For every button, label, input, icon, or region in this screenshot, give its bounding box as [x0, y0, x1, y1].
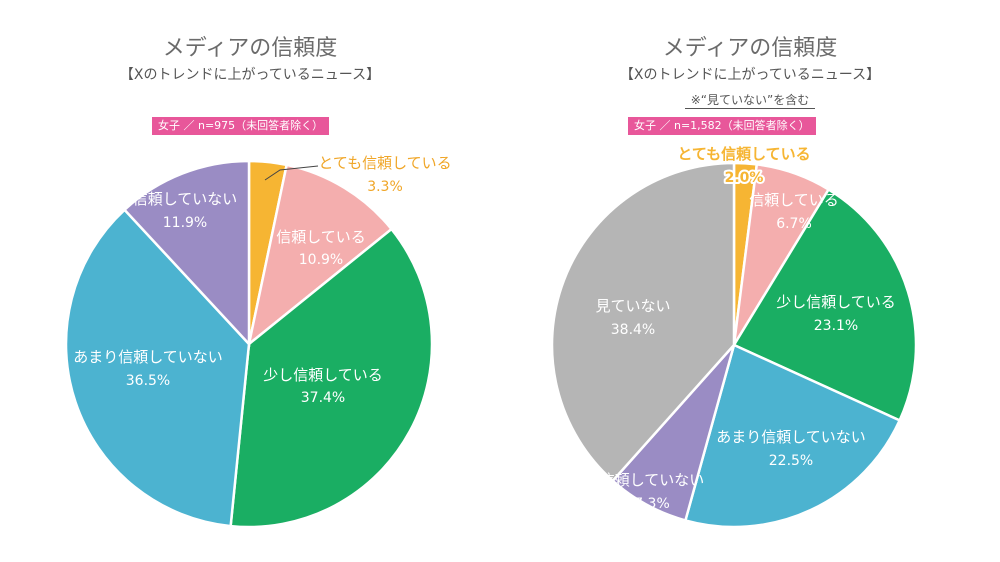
chart-subtitle: 【Xのトレンドに上がっているニュース】	[119, 67, 381, 83]
pie-slice-somewhat-trust	[229, 227, 434, 529]
slice-label: 信頼していない	[600, 471, 705, 489]
slice-value: 6.7%	[776, 216, 812, 232]
chart-title: メディアの信頼度	[662, 36, 838, 61]
slice-label: 信頼している	[749, 191, 839, 209]
slice-value: 37.4%	[301, 390, 345, 406]
slice-label: 信頼していない	[133, 190, 238, 208]
slice-label: 少し信頼している	[776, 293, 896, 311]
slice-value: 11.9%	[163, 215, 207, 231]
slice-label: 見ていない	[595, 297, 670, 315]
slice-label: あまり信頼していない	[716, 428, 866, 446]
pie-slice-not-much-trust	[64, 208, 251, 528]
slice-value: 3.3%	[367, 179, 403, 195]
pie-slices	[550, 161, 918, 529]
slice-label: 少し信頼している	[263, 366, 383, 384]
slice-value: 2.0%	[725, 170, 764, 186]
chart-panel-right: メディアの信頼度 【Xのトレンドに上がっているニュース】 ※“見ていない”を含む…	[500, 0, 1000, 562]
chart-note-text: ※“見ていない”を含む	[684, 93, 816, 109]
slice-label: 信頼している	[276, 228, 366, 246]
pie-slice-not-seen	[550, 161, 736, 483]
slice-value: 23.1%	[814, 318, 858, 334]
slice-label: とても信頼している	[677, 145, 810, 163]
slice-value: 38.4%	[611, 322, 655, 338]
chart-note: ※“見ていない”を含む	[500, 91, 1000, 109]
chart-title: メディアの信頼度	[162, 36, 338, 61]
pie-labels: とても信頼している 2.0% 信頼している 6.7% 少し信頼している 23.1% あまり信…	[595, 143, 896, 512]
slice-label: あまり信頼していない	[73, 348, 223, 366]
sample-badge: 女子 ／ n=1,582（未回答者除く）	[628, 117, 816, 135]
pie-slice-not-much-trust	[683, 343, 902, 529]
pie-slice-trust	[247, 163, 394, 348]
slice-value: 36.5%	[126, 373, 170, 389]
pie-labels: とても信頼している 3.3% 信頼している 10.9% 少し信頼している 37.4% あまり…	[73, 154, 451, 406]
pie-slice-somewhat-trust	[732, 187, 918, 423]
slice-value: 22.5%	[769, 453, 813, 469]
slice-label: とても信頼している	[318, 154, 451, 172]
slice-value: 7.3%	[634, 496, 670, 512]
pie-chart-right: とても信頼している 2.0% 信頼している 6.7% 少し信頼している 23.1% あまり信…	[550, 143, 918, 529]
chart-subtitle: 【Xのトレンドに上がっているニュース】	[619, 67, 881, 83]
sample-badge: 女子 ／ n=975（未回答者除く）	[152, 117, 330, 135]
slice-value: 10.9%	[299, 252, 343, 268]
pie-chart-left: とても信頼している 3.3% 信頼している 10.9% 少し信頼している 37.4% あまり…	[64, 154, 452, 529]
pie-slice-no-trust	[122, 159, 251, 348]
chart-panel-left: メディアの信頼度 【Xのトレンドに上がっているニュース】 女子 ／ n=975（…	[64, 36, 452, 529]
pie-slices	[64, 159, 434, 529]
leader-line	[264, 165, 319, 181]
